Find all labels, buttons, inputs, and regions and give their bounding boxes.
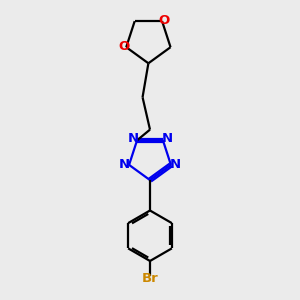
Text: N: N: [170, 158, 181, 171]
Text: N: N: [128, 133, 139, 146]
Text: O: O: [118, 40, 130, 53]
Text: N: N: [161, 133, 172, 146]
Text: N: N: [119, 158, 130, 171]
Text: O: O: [159, 14, 170, 27]
Text: Br: Br: [142, 272, 158, 285]
